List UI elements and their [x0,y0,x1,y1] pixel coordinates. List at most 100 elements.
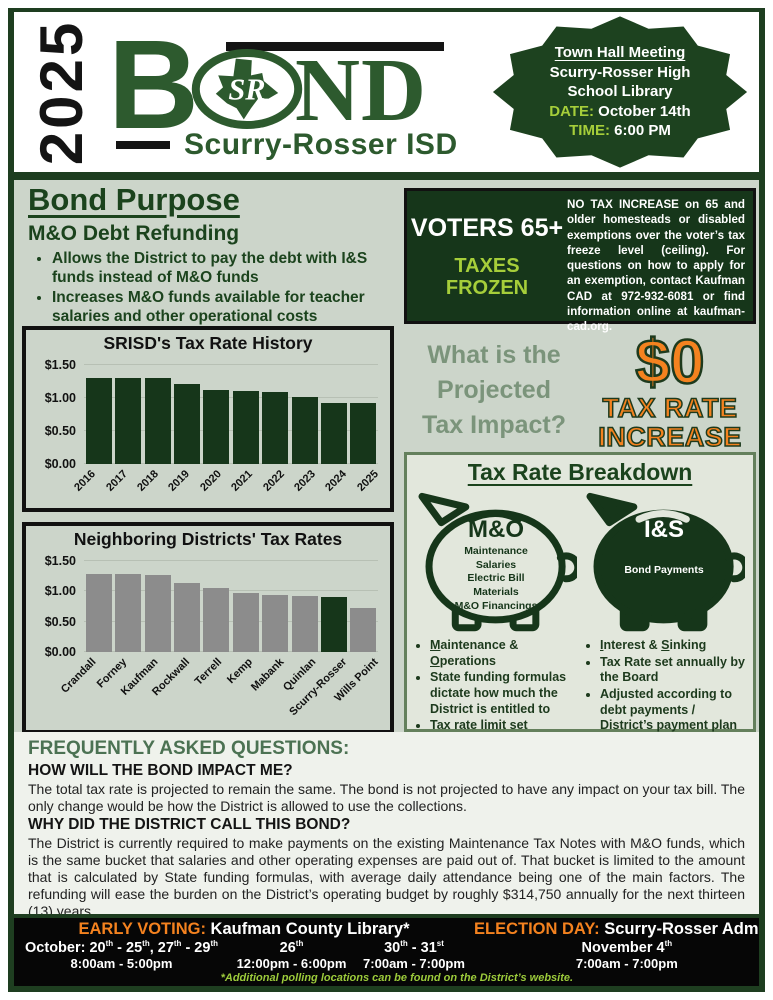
x-tick-label: 2016 [72,468,99,494]
y-axis: $0.00 $0.50 $1.00 $1.50 [36,358,80,471]
main-content: Bond Purpose M&O Debt Refunding Allows t… [14,180,759,732]
y-tick-label: $1.00 [44,391,76,406]
is-bullet: Tax Rate set annually by the Board [600,655,745,686]
bond-purpose-title: Bond Purpose [28,182,240,217]
election-times: 7:00am - 7:00pm [575,955,678,971]
early-voting-label: EARLY VOTING: [78,920,206,938]
x-tick-label: 2021 [229,468,256,494]
town-hall-badge: Town Hall Meeting Scurry-Rosser High Sch… [489,14,751,170]
mo-pig-item: Maintenance [464,545,528,557]
election-day-label: ELECTION DAY: [474,920,600,938]
tax-rate-history-chart: SRISD's Tax Rate History $0.00 $0.50 $1.00… [22,326,394,512]
bar-Forney [115,573,142,652]
page-frame: 2025 B SR ND Scurry-Rosser ISD [8,8,765,992]
chart-plot-area: $0.00 $0.50 $1.00 $1.50 [36,358,380,471]
mo-pig-items: Maintenance Salaries Electric Bill Mater… [415,545,577,613]
date-value: October 14th [598,102,691,120]
x-axis-labels: Crandall Forney Kaufman Rockwall Terrell Kemp… [59,652,388,732]
y-tick-label: $1.00 [44,584,76,599]
mo-bullet: Tax rate limit set annually by the State [430,718,575,732]
y-axis: $0.00 $0.50 $1.00 $1.50 [36,553,80,659]
piggy-bank-outline-icon [418,492,577,632]
bar-Crandall [85,573,112,652]
early-times-2: 12:00pm - 6:00pm [236,955,347,971]
voters-65-left: VOTERS 65+ TAXES FROZEN [410,195,564,317]
bar-2025 [350,403,377,464]
x-tick-label: 2023 [292,468,318,494]
gridline [84,559,378,561]
tax-impact-question: What is the Projected Tax Impact? [404,330,584,448]
bar-2016 [85,377,112,464]
faq-answer-1: The total tax rate is projected to remai… [28,781,745,815]
bar-2018 [144,377,171,464]
voters-65-box: VOTERS 65+ TAXES FROZEN NO TAX INCREASE … [404,188,756,333]
breakdown-title: Tax Rate Breakdown [467,459,693,485]
taxes-word: TAXES [454,254,520,277]
early-dates-3: 30th - 31st [384,939,444,956]
mo-pig-item: M&O Financings [454,599,538,612]
logo-top-bar [226,42,444,51]
badge-time-row: TIME: 6:00 PM [569,121,671,141]
bar-Wills Point [350,607,377,652]
badge-title: Town Hall Meeting [554,44,686,62]
x-axis-labels: 2016 2017 2018 2019 2020 2021 2022 2023 2024 2025 [72,464,388,512]
badge-line1: Scurry-Rosser High [549,63,691,81]
x-tick-label: 2018 [135,468,161,494]
school-name: Scurry-Rosser ISD [184,128,458,161]
early-voting-place: Kaufman County Library* [210,920,410,938]
tax-rate-breakdown-box: Tax Rate Breakdown [404,452,756,732]
is-pig-item: Bond Payments [624,564,704,576]
badge-text: Town Hall Meeting Scurry-Rosser High Sch… [489,14,751,170]
early-dates-2: 26th [279,939,304,956]
logo-letters-nd: ND [295,40,427,140]
y-tick-label: $0.00 [44,457,76,471]
early-times-1: 8:00am - 5:00pm [70,955,173,971]
mo-pig-item: Materials [473,585,519,598]
mo-pig-text: M&O Maintenance Salaries Electric Bill M… [415,518,577,613]
x-tick-label: 2022 [260,468,287,494]
faq-question-1: HOW WILL THE BOND IMPACT ME? [28,762,293,779]
faq-question-2: WHY DID THE DISTRICT CALL THIS BOND? [28,816,351,834]
question-line: Tax Impact? [421,411,567,439]
x-tick-label: 2025 [354,468,381,494]
is-pig-items: Bond Payments [583,564,745,578]
voters-65-headline: VOTERS 65+ [410,213,564,242]
bar-Mabank [262,594,289,652]
voting-info-footer: EARLY VOTING: Kaufman County Library* EL… [14,918,759,986]
x-tick-label: 2017 [103,468,130,494]
bar-Scurry-Rosser [320,596,347,652]
bond-purpose-subtitle: M&O Debt Refunding [28,222,240,245]
y-tick-label: $1.50 [44,553,76,568]
logo-letter-b: B [108,14,199,156]
bar-2017 [115,377,142,464]
x-tick-label: Crandall [58,656,99,696]
chart-title: Neighboring Districts' Tax Rates [73,529,343,549]
gridline [84,590,378,592]
plot [84,360,378,464]
question-line: Projected [437,376,551,404]
gridline [84,364,378,366]
mo-piggy-bank: M&O Maintenance Salaries Electric Bill M… [415,490,577,636]
mo-bullet: Maintenance & Operations [430,638,575,669]
is-bullets: Interest & Sinking Tax Rate set annually… [585,638,745,732]
bar-Kemp [232,593,259,652]
breakdown-bullet-columns: Maintenance & Operations State funding f… [415,638,745,732]
mo-pig-item: Electric Bill [467,572,525,585]
early-dates-1: October: 20th - 25th, 27th - 29th [25,939,218,956]
bond-purpose-list: Allows the District to pay the debt with… [28,249,402,327]
badge-line2: School Library [567,83,673,101]
frozen-word: FROZEN [445,276,529,299]
gridline [84,430,378,432]
faq-answer-2: The District is currently required to ma… [28,835,745,914]
polling-note: *Additional polling locations can be fou… [220,971,574,984]
x-tick-label: 2020 [197,468,224,494]
starburst-icon [492,16,748,168]
bullet-text: inking [669,638,707,652]
underlined-letter: I [600,638,604,652]
faq-section: FREQUENTLY ASKED QUESTIONS: HOW WILL THE… [14,732,759,914]
tax-rate-increase-label: TAX RATE INCREASE [584,393,756,453]
texas-sr-logo-icon: SR [191,48,303,134]
is-bullet: Interest & Sinking [600,638,745,654]
bar-Terrell [203,588,230,652]
